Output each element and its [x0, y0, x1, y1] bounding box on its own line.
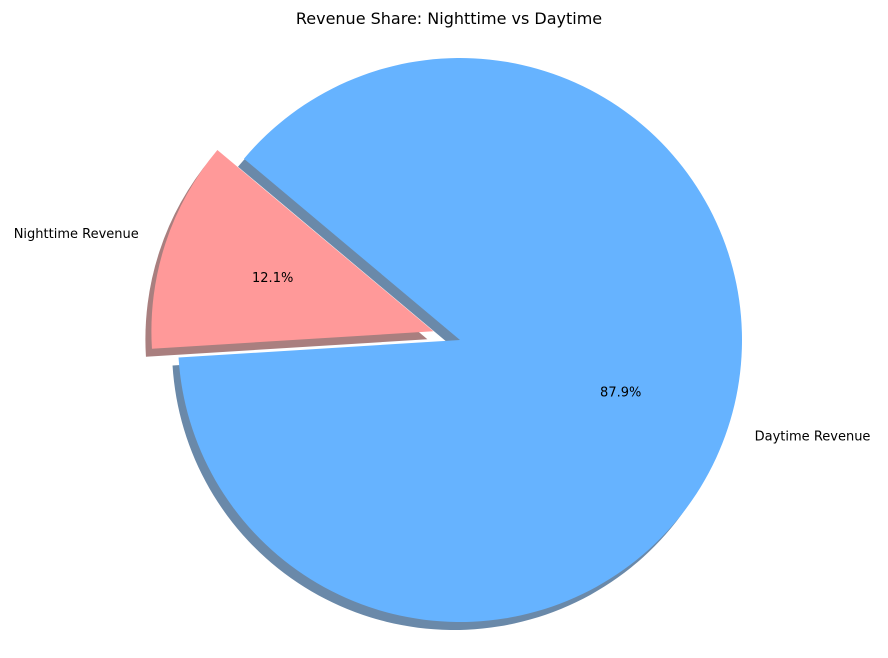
slice-layer — [151, 57, 742, 623]
pct-label-daytime-revenue: 87.9% — [600, 385, 641, 400]
chart-title: Revenue Share: Nighttime vs Daytime — [296, 9, 602, 28]
slice-daytime-revenue — [178, 57, 742, 623]
slice-nighttime-revenue — [151, 149, 434, 349]
pct-label-nighttime-revenue: 12.1% — [252, 271, 293, 286]
slice-label-nighttime-revenue: Nighttime Revenue — [14, 227, 139, 242]
label-layer: Nighttime Revenue 12.1% Daytime Revenue 87.… — [14, 227, 871, 445]
slice-label-daytime-revenue: Daytime Revenue — [755, 429, 871, 444]
